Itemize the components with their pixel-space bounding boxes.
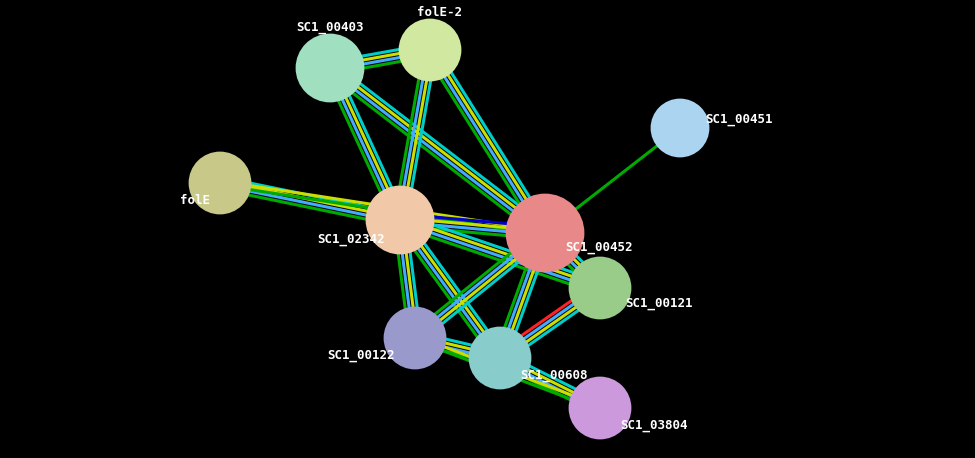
Text: SC1_00403: SC1_00403 — [296, 22, 364, 34]
Text: folE: folE — [180, 193, 210, 207]
Circle shape — [570, 258, 630, 318]
Circle shape — [297, 35, 363, 101]
Text: SC1_00608: SC1_00608 — [520, 369, 588, 382]
Text: SC1_00452: SC1_00452 — [565, 241, 633, 255]
Circle shape — [652, 100, 708, 156]
Circle shape — [570, 378, 630, 438]
Text: folE-2: folE-2 — [417, 6, 462, 20]
Circle shape — [400, 20, 460, 80]
Text: SC1_00122: SC1_00122 — [328, 349, 395, 361]
Circle shape — [190, 153, 250, 213]
Circle shape — [507, 195, 583, 271]
Text: SC1_00121: SC1_00121 — [625, 296, 692, 310]
Text: SC1_00451: SC1_00451 — [705, 114, 772, 126]
Text: SC1_02342: SC1_02342 — [318, 234, 385, 246]
Circle shape — [470, 328, 530, 388]
Text: SC1_03804: SC1_03804 — [620, 419, 687, 431]
Circle shape — [385, 308, 445, 368]
Circle shape — [367, 187, 433, 253]
